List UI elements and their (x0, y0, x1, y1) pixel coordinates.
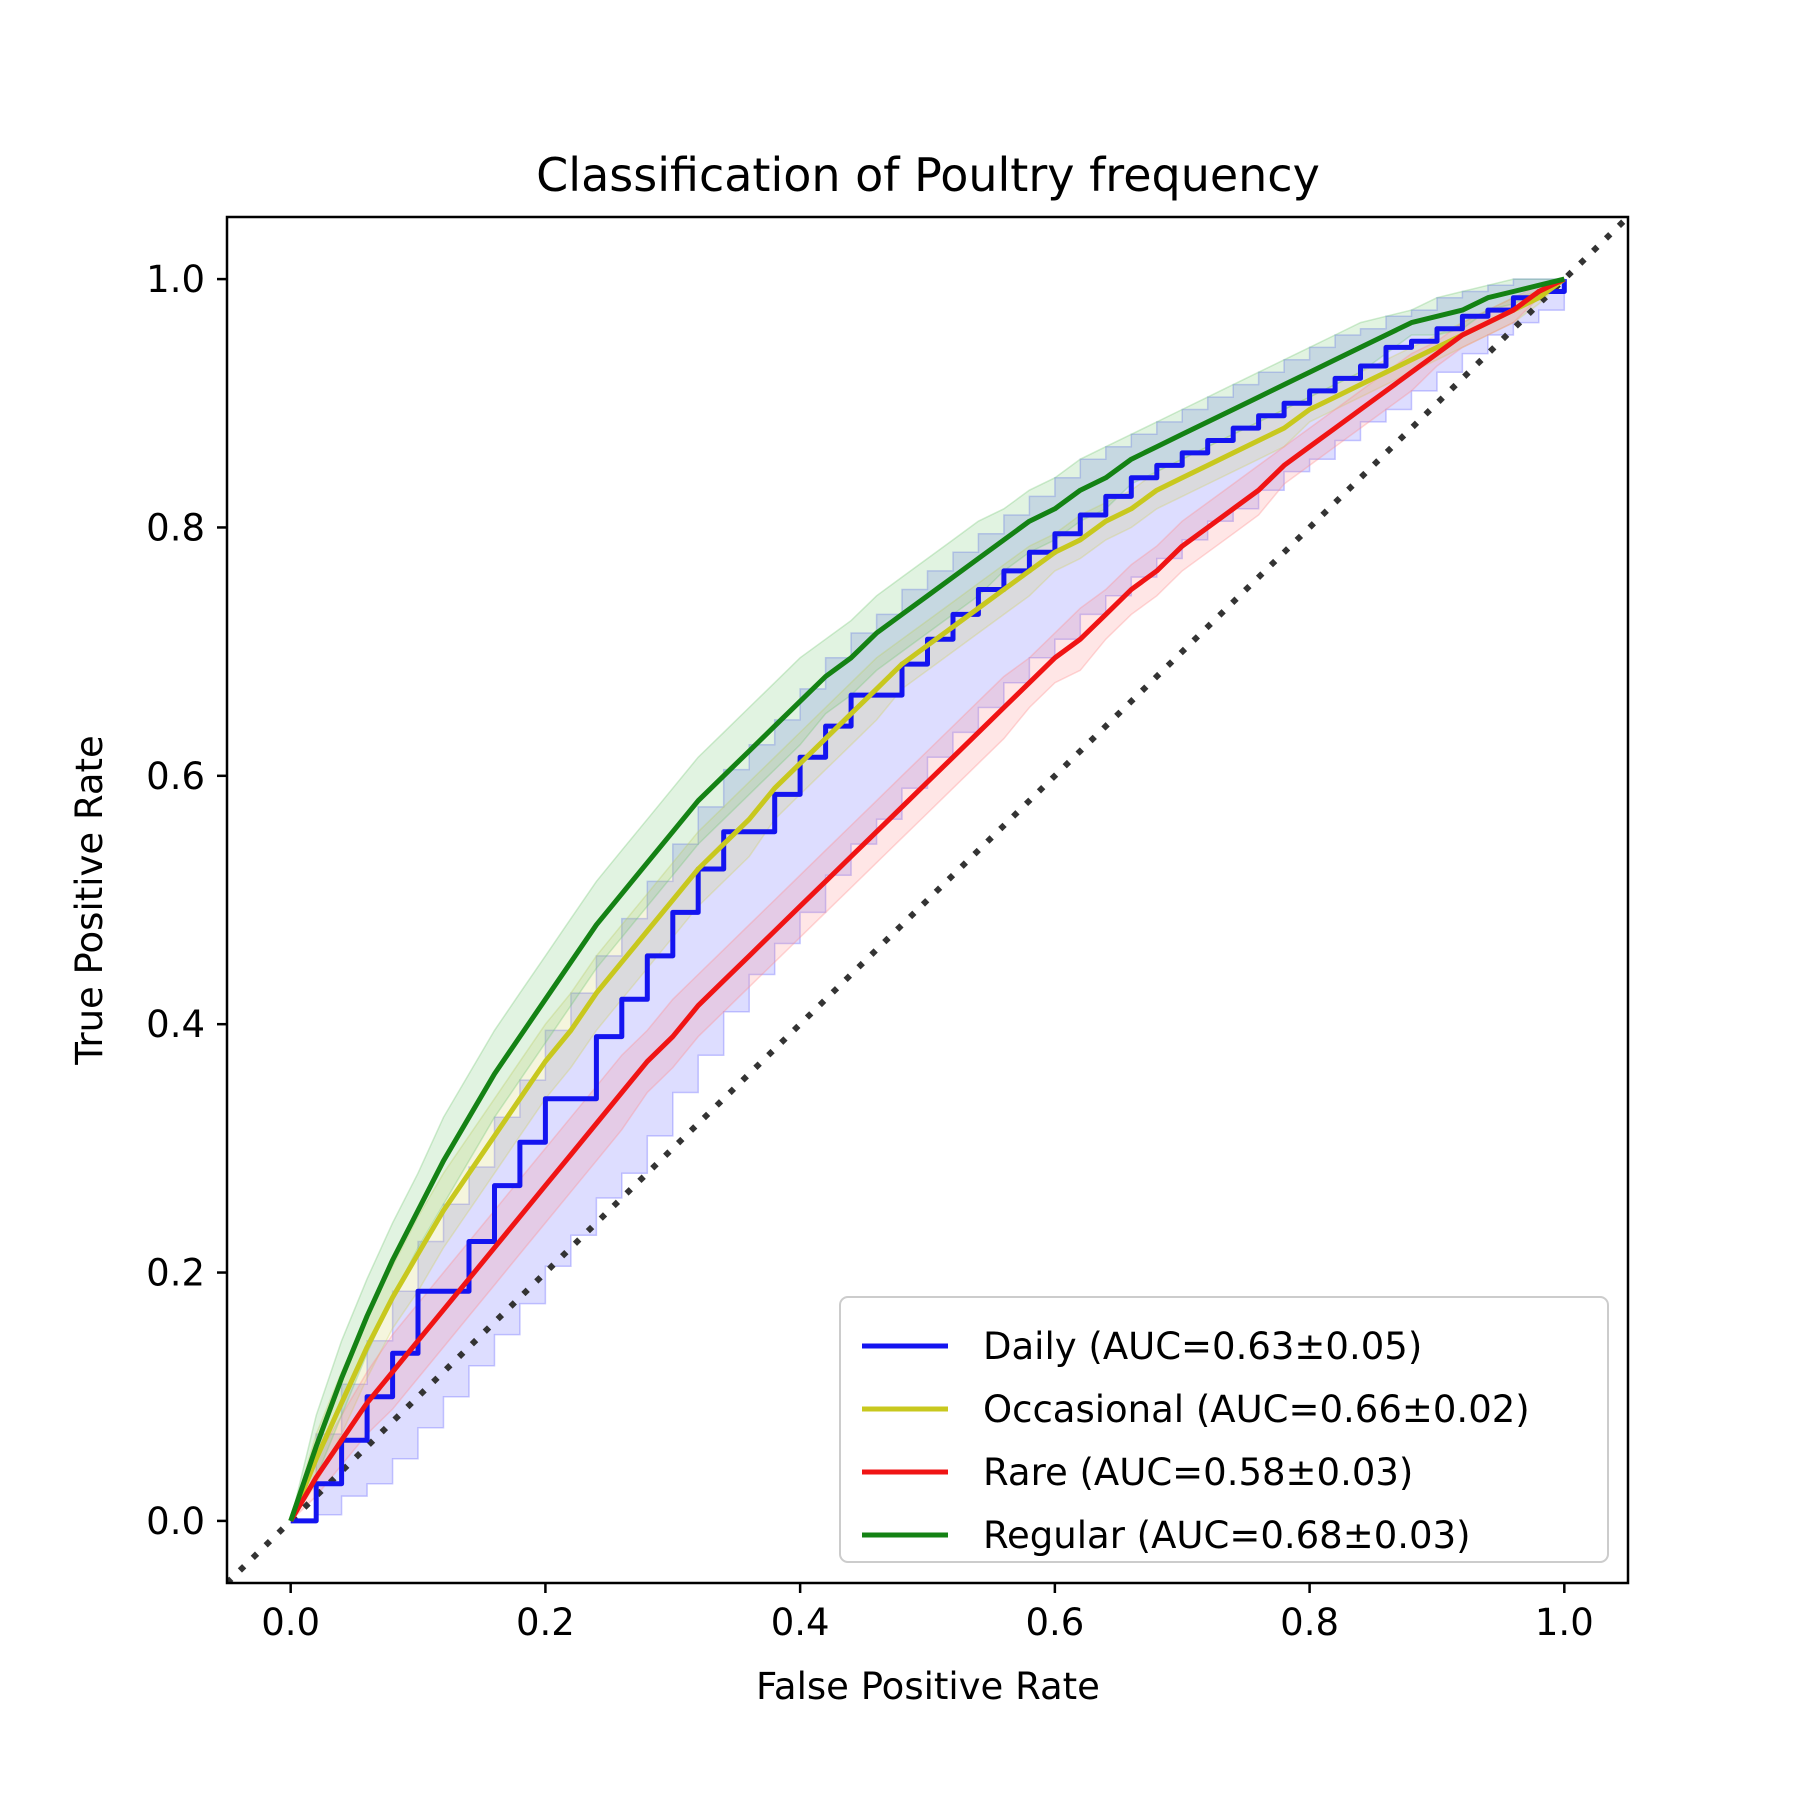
x-tick-label: 0.6 (1025, 1601, 1084, 1644)
curve-4 (288, 276, 1565, 1522)
y-tick-label: 0.0 (146, 1500, 205, 1543)
y-axis: 0.0 0.2 0.4 0.6 0.8 1.0 (146, 258, 227, 1543)
y-tick-label: 0.4 (146, 1003, 205, 1046)
curve-3 (288, 276, 1566, 1523)
y-tick-label: 0.2 (146, 1252, 205, 1295)
legend-box (839, 1296, 1609, 1563)
y-axis-label: True Positive Rate (68, 735, 111, 1066)
legend: Daily (AUC=0.63±0.05) Occasional (AUC=0.6… (839, 1296, 1609, 1563)
x-tick-label: 0.8 (1280, 1601, 1339, 1644)
y-tick-label: 0.6 (146, 755, 205, 798)
x-axis: 0.0 0.2 0.4 0.6 0.8 1.0 (261, 1583, 1594, 1644)
x-tick-label: 0.0 (261, 1601, 320, 1644)
chance-diagonal (227, 217, 1628, 1583)
band-1 (290, 278, 1566, 1522)
x-axis-label: False Positive Rate (756, 1665, 1100, 1708)
curve-1 (290, 279, 1567, 1524)
y-tick-label: 0.8 (146, 506, 205, 549)
legend-label-2: Occasional (AUC=0.66±0.02) (983, 1388, 1530, 1431)
x-tick-label: 1.0 (1535, 1601, 1594, 1644)
legend-label-1: Daily (AUC=0.63±0.05) (983, 1325, 1422, 1368)
y-tick-label: 1.0 (146, 258, 205, 301)
plot-frame (225, 215, 1630, 1585)
legend-label-4: Regular (AUC=0.68±0.03) (983, 1514, 1471, 1557)
curve-2 (288, 277, 1566, 1522)
x-tick-label: 0.4 (771, 1601, 830, 1644)
roc-curves (288, 276, 1567, 1524)
chart-title: Classification of Poultry frequency (536, 148, 1320, 202)
x-tick-label: 0.2 (516, 1601, 575, 1644)
legend-label-3: Rare (AUC=0.58±0.03) (983, 1451, 1413, 1494)
